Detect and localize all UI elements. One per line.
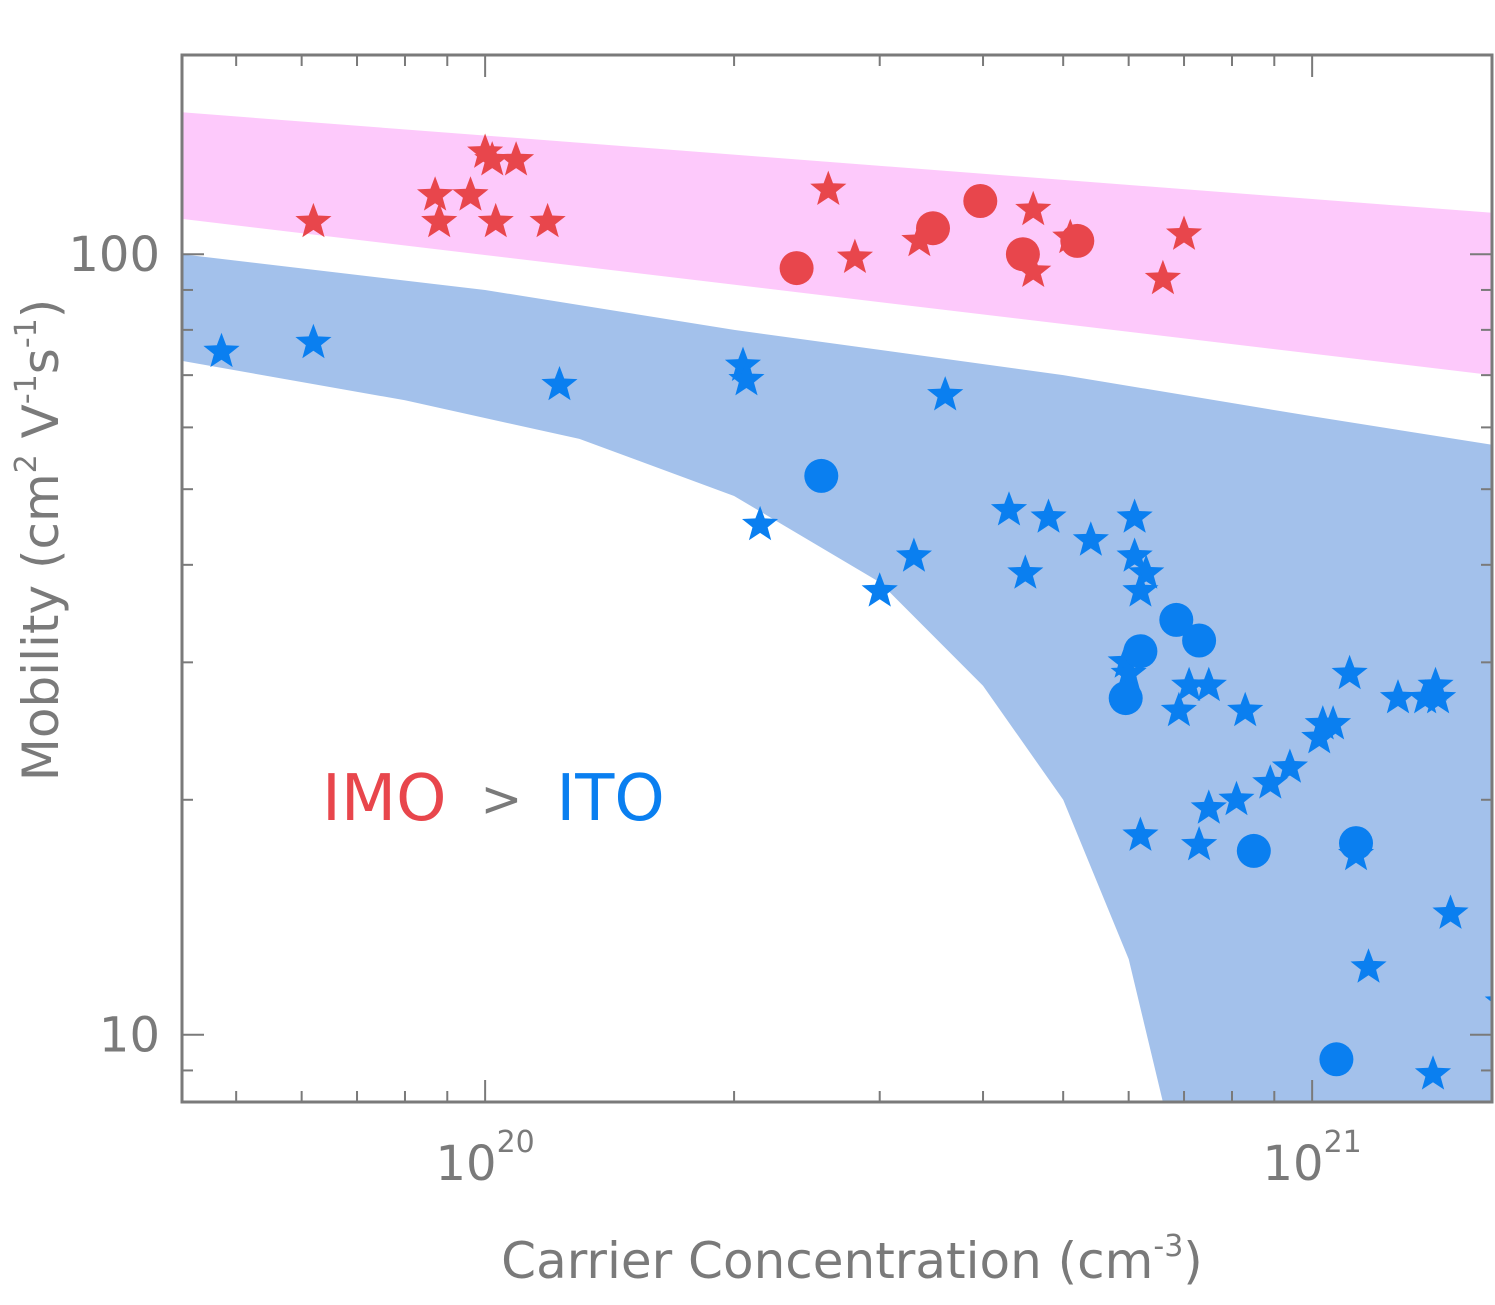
y-axis-label-sup1: 2 [9,454,44,473]
point-star-s2-37 [1414,1055,1452,1090]
annotation: IMO > ITO [322,762,665,836]
point-star-s0-7 [529,202,566,238]
y-axis-label-end: ) [12,299,70,319]
x-tick-label-base: 10 [1263,1136,1324,1192]
point-star-s2-6 [861,572,898,607]
point-star-s2-8 [927,376,964,411]
point-star-s2-5 [742,505,779,541]
point-star-s0-12 [901,221,938,257]
y-axis-label-sup2: -1 [9,374,44,404]
x-tick-label-1: 1021 [1263,1125,1362,1192]
x-axis-label-text: Carrier Concentration (cm [501,1232,1153,1290]
point-star-s2-4 [728,361,765,396]
point-star-s2-13 [1116,498,1153,533]
annotation-ito: ITO [556,762,664,836]
point-star-s2-17 [1107,643,1144,678]
point-star-s2-39 [1190,789,1227,824]
x-tick-label-exp: 21 [1324,1125,1362,1160]
point-star-s2-7 [895,537,932,572]
point-star-s2-24 [1271,748,1308,783]
point-star-s2-28 [1331,654,1368,690]
point-circle-s3-6 [1319,1042,1354,1077]
point-star-s2-32 [1420,679,1457,714]
point-star-s2-38 [1122,816,1159,851]
x-axis-label: Carrier Concentration (cm-3) [501,1229,1203,1290]
point-star-s2-1 [295,323,332,359]
point-star-s0-15 [1166,215,1203,250]
x-tick-label-0: 1020 [435,1125,534,1192]
band-2 [182,254,1492,1102]
point-star-s0-6 [477,202,514,238]
point-star-s2-31 [1417,666,1454,702]
point-star-s2-20 [1160,691,1197,727]
point-circle-s1-3 [1005,237,1040,272]
y-axis-label-sup3: -1 [9,318,44,348]
point-circle-s3-5 [1236,833,1271,868]
point-star-s2-21 [1190,666,1227,702]
x-axis-label-end: ) [1183,1232,1203,1290]
point-star-s0-11 [1015,190,1052,226]
point-star-s0-10 [836,238,873,273]
point-star-s2-0 [203,332,240,368]
y-axis-label-text: Mobility (cm [12,473,70,781]
y-axis-label: Mobility (cm2 V-1s-1) [9,299,70,782]
y-axis-label-mid1: V [12,404,70,454]
point-star-s0-2 [498,141,535,176]
point-circle-s1-0 [779,251,814,286]
point-star-s0-14 [1015,252,1052,287]
point-circle-s1-1 [916,211,950,246]
point-star-s0-5 [421,202,458,238]
point-star-s2-27 [1301,719,1338,754]
point-circle-s3-3 [1159,602,1194,637]
point-star-s0-3 [417,176,454,211]
x-tick-label-base: 10 [435,1136,496,1192]
point-star-s2-16 [1122,572,1159,607]
point-star-s0-4 [452,176,489,211]
point-circle-s1-2 [963,184,998,218]
point-star-s2-26 [1315,705,1352,740]
point-star-s0-0 [467,133,504,168]
point-circle-s3-1 [1108,681,1143,716]
band-1 [182,112,1492,376]
annotation-gt: > [480,770,522,828]
point-circle-s3-4 [1182,623,1217,658]
point-star-s0-8 [295,202,332,238]
y-tick-label-1: 100 [68,227,160,283]
bands-layer [182,112,1492,1102]
annotation-imo: IMO [322,762,446,836]
point-star-s2-15 [1128,554,1165,589]
point-star-s0-1 [474,141,511,176]
point-star-s2-18 [1110,654,1147,690]
point-circle-s3-0 [804,458,839,493]
point-star-s2-35 [1432,894,1469,929]
point-star-s2-41 [1181,826,1218,861]
point-star-s2-40 [1218,780,1255,816]
point-star-s2-14 [1116,537,1153,572]
point-circle-s3-2 [1123,634,1158,669]
x-axis-label-sup: -3 [1153,1229,1183,1264]
point-star-s2-11 [1072,521,1109,556]
point-star-s0-16 [1144,259,1181,295]
point-star-s2-34 [1350,948,1387,983]
point-star-s2-23 [1252,764,1289,799]
point-star-s2-19 [1171,666,1208,702]
point-star-s2-3 [724,346,761,381]
plot-frame [180,53,1494,1104]
point-star-s2-12 [1007,554,1044,589]
y-tick-label-0: 10 [99,1008,160,1064]
point-star-s2-2 [541,366,578,401]
ticks-layer [182,55,1492,1102]
point-star-s2-9 [990,491,1028,526]
y-axis-label-mid2: s [12,348,70,374]
point-circle-s3-7 [1339,826,1373,861]
point-star-s2-29 [1379,679,1417,714]
point-circle-s1-4 [1060,223,1095,258]
x-tick-label-exp: 20 [497,1125,535,1160]
point-star-s2-10 [1030,498,1067,533]
point-star-s0-9 [810,170,847,205]
point-star-s2-22 [1227,691,1264,727]
points-layer [203,133,1492,1090]
